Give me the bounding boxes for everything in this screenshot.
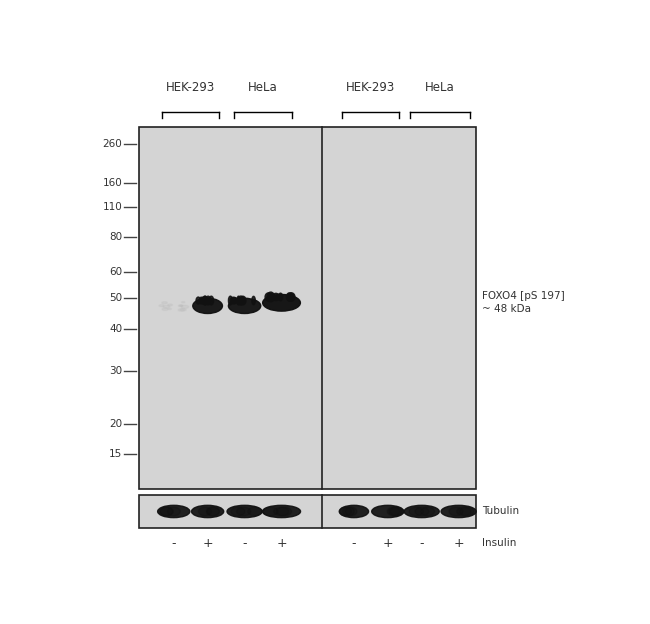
Ellipse shape	[372, 505, 404, 518]
Ellipse shape	[339, 507, 351, 516]
Ellipse shape	[203, 296, 208, 305]
Ellipse shape	[162, 301, 167, 304]
Text: ~ 48 kDa: ~ 48 kDa	[482, 304, 531, 314]
Ellipse shape	[168, 308, 172, 310]
Ellipse shape	[265, 293, 272, 301]
Ellipse shape	[441, 505, 476, 518]
Ellipse shape	[288, 293, 294, 301]
Ellipse shape	[287, 293, 295, 301]
Ellipse shape	[162, 308, 168, 311]
Text: HeLa: HeLa	[425, 81, 455, 94]
Ellipse shape	[343, 507, 354, 516]
Ellipse shape	[276, 507, 292, 516]
Ellipse shape	[278, 293, 283, 301]
Ellipse shape	[209, 296, 214, 305]
Text: 110: 110	[103, 202, 122, 212]
Ellipse shape	[231, 507, 245, 516]
Ellipse shape	[449, 507, 463, 516]
Ellipse shape	[228, 296, 232, 305]
Ellipse shape	[228, 298, 261, 313]
Text: Insulin: Insulin	[482, 538, 516, 548]
Bar	[139, 127, 476, 489]
Ellipse shape	[390, 507, 403, 516]
Ellipse shape	[231, 298, 238, 303]
Ellipse shape	[267, 292, 274, 302]
Ellipse shape	[160, 507, 173, 516]
Ellipse shape	[421, 507, 435, 516]
Ellipse shape	[196, 297, 201, 304]
Ellipse shape	[181, 305, 188, 308]
Ellipse shape	[163, 306, 170, 308]
Ellipse shape	[237, 296, 240, 305]
Ellipse shape	[178, 309, 184, 311]
Ellipse shape	[274, 507, 289, 516]
Text: 60: 60	[109, 267, 122, 277]
Ellipse shape	[345, 507, 357, 516]
Ellipse shape	[339, 505, 369, 518]
Text: 80: 80	[109, 232, 122, 241]
Ellipse shape	[263, 505, 300, 518]
Ellipse shape	[387, 507, 400, 516]
Ellipse shape	[179, 305, 183, 306]
Text: -: -	[352, 537, 356, 550]
Ellipse shape	[193, 298, 222, 313]
Text: Tubulin: Tubulin	[482, 507, 519, 517]
Text: HeLa: HeLa	[248, 81, 278, 94]
Bar	[139, 495, 476, 528]
Ellipse shape	[167, 507, 180, 516]
Ellipse shape	[207, 298, 210, 303]
Ellipse shape	[237, 296, 244, 305]
Ellipse shape	[198, 507, 211, 516]
Ellipse shape	[168, 304, 172, 306]
Ellipse shape	[457, 507, 471, 516]
Ellipse shape	[205, 296, 211, 305]
Text: 160: 160	[103, 178, 122, 188]
Ellipse shape	[179, 305, 183, 306]
Text: +: +	[202, 537, 213, 550]
Ellipse shape	[239, 297, 245, 304]
Text: 20: 20	[109, 419, 122, 429]
Ellipse shape	[159, 305, 164, 306]
Ellipse shape	[240, 296, 246, 305]
Text: +: +	[382, 537, 393, 550]
Ellipse shape	[207, 507, 220, 516]
Text: 50: 50	[109, 293, 122, 303]
Text: +: +	[453, 537, 464, 550]
Ellipse shape	[263, 295, 300, 311]
Text: -: -	[419, 537, 424, 550]
Text: HEK-293: HEK-293	[346, 81, 395, 94]
Ellipse shape	[248, 507, 262, 516]
Ellipse shape	[404, 505, 439, 518]
Ellipse shape	[192, 505, 224, 518]
Ellipse shape	[230, 297, 237, 304]
Text: 15: 15	[109, 449, 122, 459]
Text: -: -	[242, 537, 247, 550]
Ellipse shape	[227, 505, 262, 518]
Text: 30: 30	[109, 366, 122, 376]
Ellipse shape	[460, 507, 474, 516]
Ellipse shape	[389, 507, 402, 516]
Ellipse shape	[263, 507, 278, 516]
Ellipse shape	[206, 507, 219, 516]
Text: -: -	[172, 537, 176, 550]
Ellipse shape	[272, 293, 280, 301]
Ellipse shape	[203, 296, 207, 305]
Ellipse shape	[410, 507, 423, 516]
Ellipse shape	[202, 297, 204, 304]
Ellipse shape	[252, 296, 255, 305]
Ellipse shape	[200, 297, 203, 304]
Ellipse shape	[180, 309, 186, 311]
Ellipse shape	[158, 505, 190, 518]
Text: FOXO4 [pS 197]: FOXO4 [pS 197]	[482, 291, 564, 301]
Text: 260: 260	[103, 139, 122, 149]
Text: HEK-293: HEK-293	[166, 81, 215, 94]
Ellipse shape	[268, 293, 274, 301]
Ellipse shape	[287, 293, 292, 301]
Ellipse shape	[181, 301, 185, 303]
Ellipse shape	[415, 507, 429, 516]
Text: +: +	[276, 537, 287, 550]
Ellipse shape	[237, 507, 251, 516]
Text: 40: 40	[109, 324, 122, 334]
Ellipse shape	[160, 507, 173, 516]
